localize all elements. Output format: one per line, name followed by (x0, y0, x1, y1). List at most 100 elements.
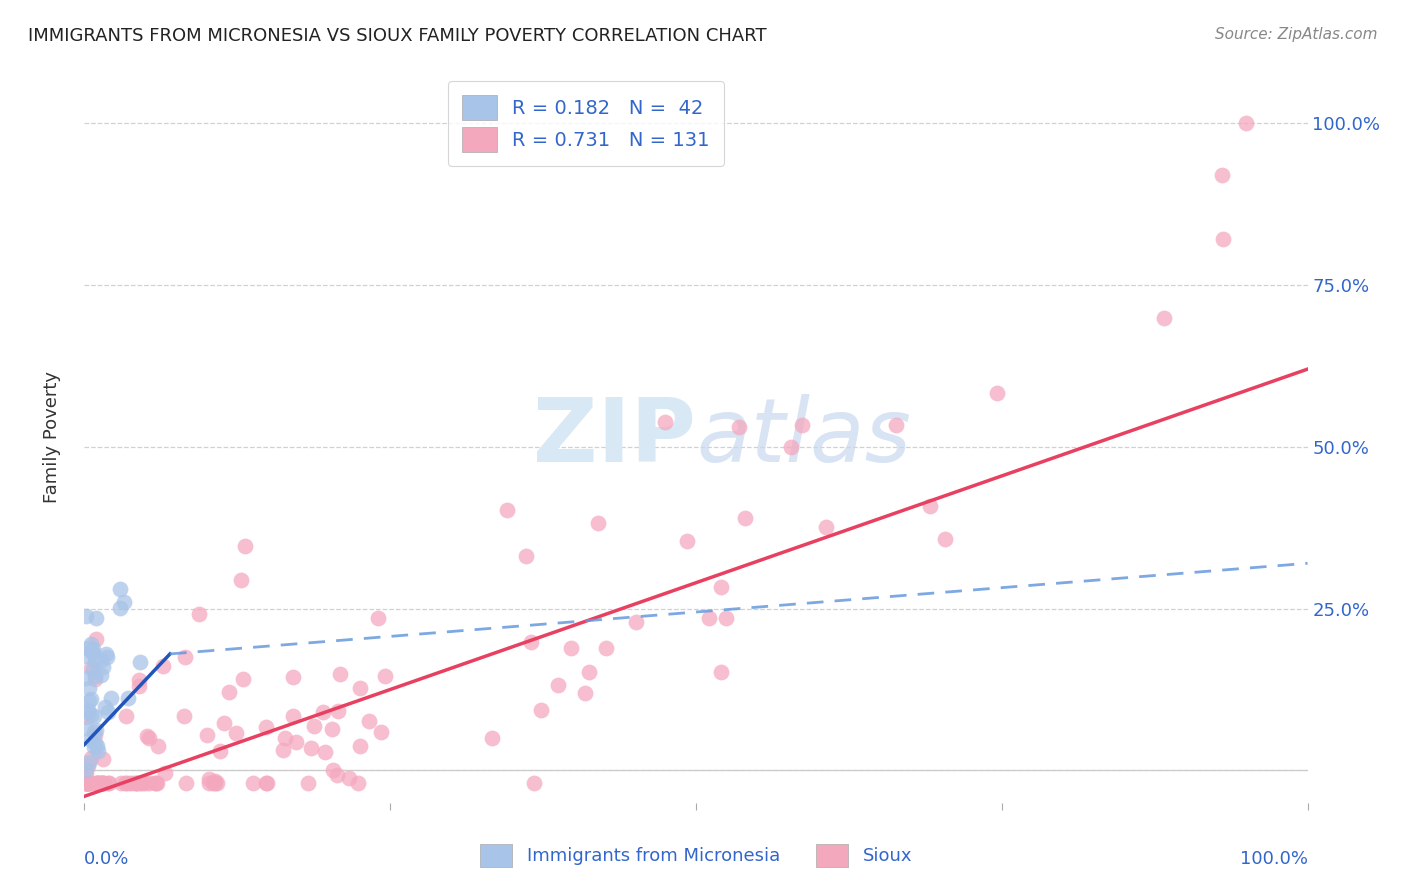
Point (173, 708, 195, 723)
Point (125, 776, 148, 790)
Point (1236, 116, 1258, 130)
Point (83, 673, 105, 687)
Point (145, 776, 167, 790)
Point (83, 736, 105, 750)
Text: ZIP: ZIP (533, 393, 696, 481)
Point (108, 600, 131, 615)
Point (83, 709, 105, 723)
Point (212, 716, 235, 731)
Point (128, 680, 150, 694)
Point (80, 708, 103, 723)
Point (312, 705, 335, 719)
Point (322, 763, 344, 777)
Point (205, 776, 228, 790)
Point (198, 772, 221, 787)
Point (710, 665, 733, 680)
Point (90, 776, 112, 790)
Point (271, 742, 294, 756)
Point (91, 776, 114, 790)
Point (86, 776, 108, 790)
Point (349, 739, 371, 753)
Point (80, 691, 103, 706)
Point (586, 516, 609, 530)
Point (89, 776, 111, 790)
Point (93, 699, 115, 714)
Point (91, 752, 114, 766)
Point (481, 731, 503, 746)
Point (254, 776, 277, 790)
Point (515, 549, 537, 564)
Text: Source: ZipAtlas.com: Source: ZipAtlas.com (1215, 27, 1378, 42)
Point (204, 776, 226, 790)
Point (1212, 232, 1234, 246)
Point (197, 776, 219, 790)
Point (626, 615, 648, 630)
Point (314, 745, 336, 759)
Point (86, 776, 108, 790)
Point (188, 607, 211, 621)
Point (242, 776, 264, 790)
Point (714, 611, 737, 625)
Point (173, 649, 195, 664)
Point (80, 776, 103, 790)
Point (97, 776, 120, 790)
Point (229, 573, 252, 587)
Point (91, 660, 114, 674)
Point (346, 776, 368, 790)
Point (357, 714, 380, 729)
Point (75, 776, 97, 790)
Point (367, 611, 389, 625)
Point (84, 611, 107, 625)
Point (75, 671, 97, 685)
Point (76, 776, 98, 790)
Point (146, 776, 169, 790)
Point (76, 706, 98, 720)
Point (697, 611, 720, 625)
Point (233, 539, 256, 553)
Point (204, 773, 226, 788)
Point (218, 684, 240, 698)
Point (90, 653, 112, 667)
Point (152, 659, 174, 673)
Point (112, 595, 135, 609)
Point (75, 721, 97, 735)
Point (75, 776, 97, 790)
Point (80, 637, 103, 651)
Point (90, 667, 112, 681)
Point (560, 641, 582, 656)
Point (734, 511, 756, 525)
Point (77, 759, 100, 773)
Point (94, 647, 117, 661)
Point (79, 776, 101, 790)
Point (790, 417, 813, 432)
Point (920, 499, 942, 513)
Point (138, 731, 160, 745)
Point (87, 776, 110, 790)
Point (225, 726, 247, 740)
Legend: Immigrants from Micronesia, Sioux: Immigrants from Micronesia, Sioux (472, 837, 920, 874)
Point (79, 755, 101, 769)
Point (80, 661, 103, 675)
Point (136, 729, 159, 743)
Text: 100.0%: 100.0% (1240, 850, 1308, 868)
Point (100, 691, 122, 706)
Point (84, 723, 107, 738)
Point (82, 642, 104, 657)
Point (84, 654, 107, 668)
Point (780, 440, 803, 454)
Point (337, 771, 360, 785)
Point (370, 725, 392, 739)
Point (77, 694, 100, 708)
Point (77, 681, 100, 696)
Point (75, 608, 97, 623)
Point (76, 776, 98, 790)
Point (75, 776, 97, 790)
Point (86, 739, 108, 754)
Point (93, 776, 115, 790)
Point (77, 640, 100, 655)
Point (884, 417, 907, 432)
Point (108, 582, 131, 597)
Point (1211, 168, 1233, 182)
Point (97, 705, 120, 719)
Point (128, 673, 150, 687)
